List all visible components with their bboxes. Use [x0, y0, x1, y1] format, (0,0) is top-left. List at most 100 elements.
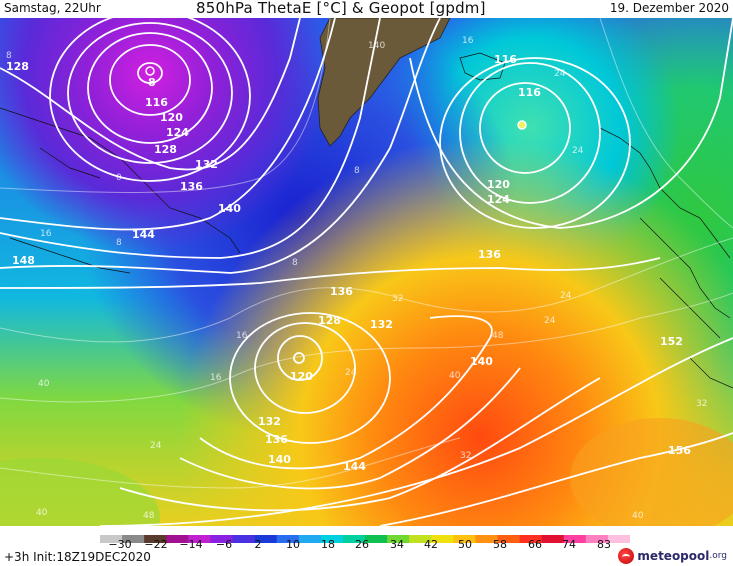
field-green-southwest — [0, 458, 160, 526]
geo-label: 136 — [180, 180, 203, 193]
europe-coastline — [599, 127, 733, 389]
colorbar-swatch — [431, 535, 454, 543]
colorbar-label: 18 — [321, 538, 335, 551]
thetae-label: 0 — [116, 173, 122, 183]
colorbar-gradient — [100, 535, 631, 543]
low-center-northwest — [145, 66, 155, 76]
geo-label: 136 — [478, 248, 501, 261]
thetae-label: 24 — [572, 146, 584, 156]
valid-time-label: Samstag, 22Uhr — [4, 1, 101, 15]
colorbar-label: −14 — [179, 538, 203, 551]
geo-label: 128 — [154, 143, 177, 156]
chart-title: 850hPa ThetaE [°C] & Geopot [gpdm] — [196, 0, 486, 17]
geo-label: 120 — [290, 370, 313, 383]
colorbar-swatch — [188, 535, 211, 543]
geo-label: 140 — [268, 453, 291, 466]
colorbar-swatch — [320, 535, 344, 543]
thetae-label: 24 — [544, 316, 556, 326]
geo-label: 132 — [195, 158, 218, 171]
low-center-atlantic — [293, 352, 305, 364]
colorbar-label: −22 — [144, 538, 168, 551]
geo-label: 116 — [518, 86, 541, 99]
thetae-label: 40 — [632, 511, 644, 521]
greenland-landmass — [317, 18, 451, 147]
geo-label: 132 — [370, 318, 393, 331]
colorbar-swatch — [497, 535, 521, 543]
thetae-label: 40 — [449, 371, 461, 381]
geo-label: 116 — [494, 53, 517, 66]
colorbar-swatch — [365, 535, 388, 543]
colorbar-label: 2 — [254, 538, 262, 551]
thetae-label: 24 — [560, 291, 572, 301]
colorbar-swatch — [122, 535, 145, 543]
canada-coastline — [0, 107, 241, 274]
colorbar-swatch — [409, 535, 432, 543]
colorbar-label: 66 — [528, 538, 542, 551]
thetae-label: 8 — [292, 258, 298, 268]
thetae-label: 40 — [38, 379, 50, 389]
low-center-iceland — [517, 120, 527, 130]
colorbar-label: −6 — [215, 538, 233, 551]
geo-label: 144 — [343, 460, 366, 473]
thetae-label: 16 — [40, 229, 52, 239]
geo-label: 140 — [218, 202, 241, 215]
thetae-label: 16 — [236, 331, 248, 341]
colorbar-swatch — [100, 535, 123, 543]
footer-bar: −30 −22 −14 −6 2 10 18 26 34 42 50 58 66… — [0, 526, 733, 566]
thetae-label: 8 — [354, 166, 360, 176]
geo-label: 8 — [148, 76, 156, 89]
geopotential-contours — [0, 18, 733, 526]
thetae-label: 24 — [345, 368, 357, 378]
colorbar-swatch — [607, 535, 631, 543]
header-bar: Samstag, 22Uhr 850hPa ThetaE [°C] & Geop… — [0, 0, 733, 18]
geopotential-label-group: 8 128 116 120 124 128 132 136 140 144 14… — [6, 53, 691, 473]
thetae-label-group: 8 0 8 16 8 8 16 140 16 24 24 24 24 32 16… — [6, 36, 707, 521]
colorbar — [100, 528, 631, 543]
colorbar-swatch — [254, 535, 278, 543]
geo-label: 120 — [487, 178, 510, 191]
geo-label: 152 — [660, 335, 683, 348]
thetae-label: 32 — [696, 399, 707, 409]
logo-text: meteopool — [637, 549, 710, 563]
colorbar-swatch — [475, 535, 498, 543]
thetae-contours — [0, 18, 733, 489]
geo-label: 140 — [470, 355, 493, 368]
colorbar-swatch — [210, 535, 233, 543]
geo-label: 136 — [330, 285, 353, 298]
colorbar-label: 26 — [355, 538, 369, 551]
geo-label: 128 — [6, 60, 29, 73]
colorbar-swatch — [166, 535, 189, 543]
colorbar-swatch — [387, 535, 410, 543]
colorbar-label: 10 — [286, 538, 300, 551]
colorbar-swatch — [298, 535, 322, 543]
meteopool-logo[interactable]: meteopool .org — [618, 547, 727, 565]
geo-label: 124 — [166, 126, 189, 139]
colorbar-swatch — [232, 535, 256, 543]
colorbar-swatch — [276, 535, 300, 543]
thetae-label: 8 — [116, 238, 122, 248]
field-orange-southeast — [570, 418, 733, 526]
thetae-label: 24 — [150, 441, 162, 451]
init-time-label: +3h Init:18Z19DEC2020 — [4, 550, 151, 564]
thetae-label: 48 — [143, 511, 155, 521]
map-canvas: 8 128 116 120 124 128 132 136 140 144 14… — [0, 18, 733, 526]
colorbar-label: 50 — [458, 538, 472, 551]
thetae-label: 140 — [368, 41, 385, 51]
geo-label: 156 — [668, 444, 691, 457]
logo-suffix: .org — [709, 551, 727, 561]
thetae-label: 8 — [6, 51, 12, 61]
colorbar-swatch — [585, 535, 609, 543]
thetae-label: 40 — [36, 508, 48, 518]
geo-label: 128 — [318, 314, 341, 327]
colorbar-label: 74 — [562, 538, 576, 551]
thetae-label: 32 — [460, 451, 471, 461]
colorbar-swatch — [541, 535, 565, 543]
colorbar-label: 58 — [493, 538, 507, 551]
geo-label: 148 — [12, 254, 35, 267]
geo-label: 132 — [258, 415, 281, 428]
geo-label: 120 — [160, 111, 183, 124]
thetae-label: 16 — [210, 373, 222, 383]
colorbar-swatch — [144, 535, 167, 543]
colorbar-label: 42 — [424, 538, 438, 551]
geo-label: 136 — [265, 433, 288, 446]
